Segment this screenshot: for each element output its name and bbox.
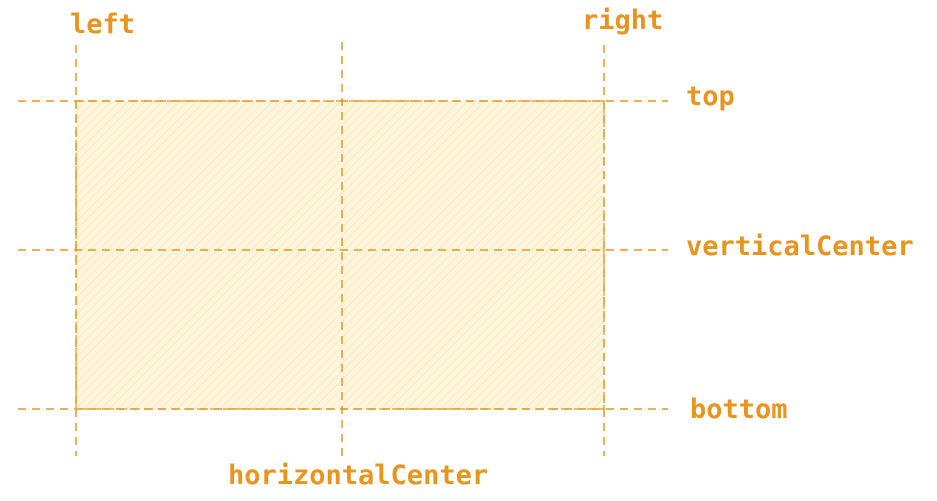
horizontal-center-label: horizontalCenter (228, 460, 488, 491)
vertical-center-label: verticalCenter (686, 231, 914, 262)
left-label: left (70, 9, 135, 40)
bottom-label: bottom (690, 394, 788, 425)
anchored-item-rect (75, 100, 605, 410)
top-label: top (686, 81, 735, 112)
right-label: right (582, 5, 663, 36)
